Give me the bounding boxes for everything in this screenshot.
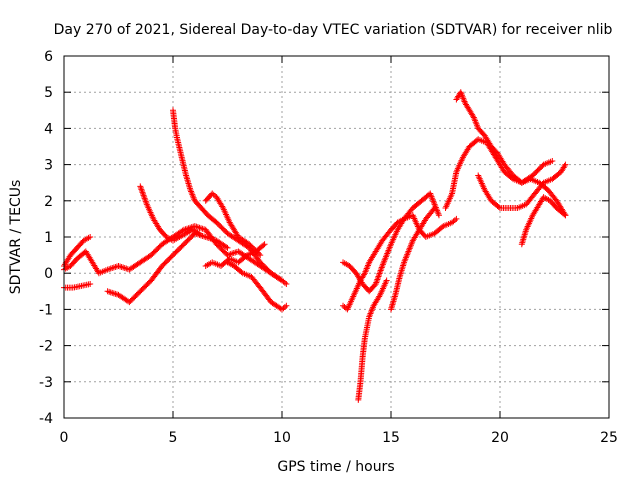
x-tick-label: 20 <box>491 430 509 446</box>
chart-title: Day 270 of 2021, Sidereal Day-to-day VTE… <box>54 22 613 38</box>
data-point <box>383 277 390 284</box>
grid <box>64 56 609 418</box>
series-track-k <box>340 190 442 295</box>
x-tick-label: 5 <box>169 430 178 446</box>
data-point <box>87 281 94 288</box>
series-track-p <box>475 161 569 212</box>
data-point <box>118 263 125 270</box>
data-point <box>257 252 264 259</box>
y-tick-label: -2 <box>39 339 53 355</box>
y-tick-label: 5 <box>44 85 53 101</box>
series-track-m <box>388 205 438 313</box>
data-point <box>281 303 288 310</box>
data-point <box>120 264 127 271</box>
series-track-e <box>137 183 203 244</box>
data-point <box>201 233 208 240</box>
data-point <box>110 264 117 271</box>
x-tick-label: 15 <box>382 430 400 446</box>
data-point <box>227 251 234 258</box>
data-point <box>198 225 205 232</box>
y-tick-label: -3 <box>39 375 53 391</box>
data-point <box>549 157 556 164</box>
y-tick-label: 6 <box>44 49 53 65</box>
data-point <box>112 263 119 270</box>
y-axis-label: SDTVAR / TECUs <box>8 180 24 295</box>
data-point <box>469 113 476 120</box>
y-tick-label: 0 <box>44 266 53 282</box>
data-point <box>495 204 502 211</box>
y-tick-label: 2 <box>44 194 53 210</box>
axis-ticks: 0 5 10 15 20 25 -4 -3 -2 -1 0 1 2 3 4 5 6 <box>39 49 618 446</box>
series-track-l <box>355 277 390 403</box>
data-point <box>109 289 116 296</box>
y-tick-label: 3 <box>44 158 53 174</box>
y-tick-label: 4 <box>44 121 53 137</box>
data-point <box>561 211 568 218</box>
data-point <box>107 289 114 296</box>
data-point <box>255 250 262 257</box>
series-track-c <box>61 281 94 291</box>
y-tick-label: 1 <box>44 230 53 246</box>
data-point <box>562 212 569 219</box>
data-point <box>431 205 438 212</box>
series-track-h <box>224 259 290 313</box>
data-point <box>451 217 458 224</box>
data-point <box>283 302 290 309</box>
data-point <box>109 265 116 272</box>
data-point <box>562 161 569 168</box>
data-points <box>61 89 569 403</box>
data-point <box>430 206 437 213</box>
series-track-o <box>442 136 569 219</box>
series-track-j <box>340 212 460 313</box>
data-point <box>230 250 237 257</box>
data-point <box>281 279 288 286</box>
series-track-i <box>202 241 268 269</box>
data-point <box>196 230 203 237</box>
data-point <box>117 263 124 270</box>
data-point <box>87 234 94 240</box>
data-point <box>261 241 268 248</box>
x-tick-label: 0 <box>60 430 69 446</box>
data-point <box>260 242 267 249</box>
data-point <box>224 244 231 251</box>
series-track-d <box>104 230 231 306</box>
data-point <box>121 265 128 272</box>
data-point <box>106 288 113 295</box>
data-point <box>283 281 290 288</box>
data-point <box>104 288 111 295</box>
series-track-q <box>518 194 569 248</box>
y-tick-label: -1 <box>39 302 53 318</box>
x-tick-label: 10 <box>273 430 291 446</box>
data-point <box>229 250 236 257</box>
y-tick-label: -4 <box>39 411 53 427</box>
data-point <box>110 290 117 297</box>
series-track-f <box>170 107 290 288</box>
x-tick-label: 25 <box>600 430 618 446</box>
data-point <box>453 215 460 222</box>
data-point <box>561 163 568 170</box>
x-axis-label: GPS time / hours <box>277 459 394 475</box>
data-point <box>223 243 230 250</box>
data-point <box>360 271 367 278</box>
data-point <box>115 262 122 269</box>
data-point <box>435 212 442 219</box>
